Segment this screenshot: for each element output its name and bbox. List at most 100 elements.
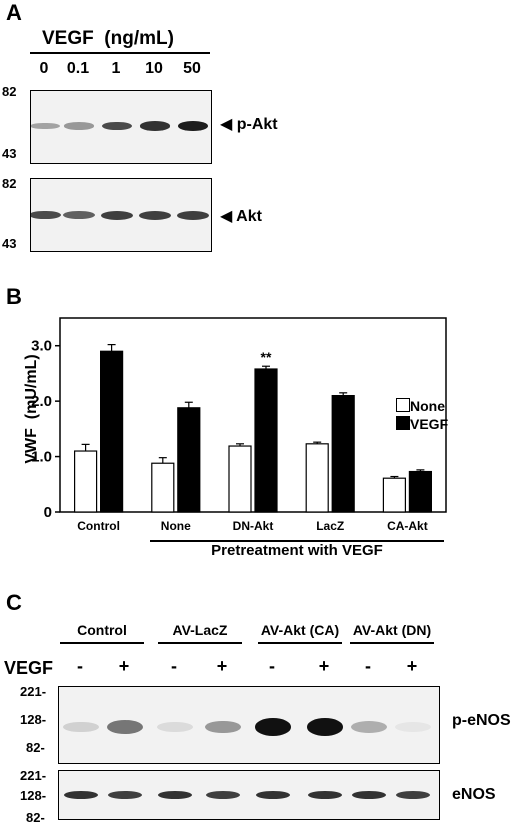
mw-marker-82d: 82- bbox=[26, 810, 45, 825]
x-category-label: Control bbox=[77, 519, 120, 533]
group-label: AV-Akt (CA) bbox=[260, 622, 340, 638]
enos-band bbox=[64, 790, 98, 800]
akt-band bbox=[63, 210, 95, 220]
dose-label: 0.1 bbox=[66, 60, 90, 77]
y-tick-label: 3.0 bbox=[31, 338, 52, 355]
mw-marker-43: 43 bbox=[2, 146, 17, 161]
dose-label: 1 bbox=[111, 60, 121, 77]
enos-band bbox=[256, 790, 290, 800]
enos-blot bbox=[58, 770, 440, 820]
legend-none: None bbox=[396, 398, 445, 414]
p-enos-band bbox=[307, 718, 343, 736]
akt-band bbox=[101, 210, 133, 220]
legend-swatch-none bbox=[396, 398, 410, 412]
p-enos-band bbox=[351, 721, 387, 733]
enos-band bbox=[396, 791, 430, 799]
mw-marker-82: 82 bbox=[2, 84, 17, 99]
bar-vegf bbox=[331, 394, 355, 513]
group-underline bbox=[258, 642, 342, 644]
panel-b-letter: B bbox=[6, 284, 22, 309]
p-enos-band bbox=[157, 721, 193, 733]
p-enos-band bbox=[395, 722, 431, 732]
bar-vegf bbox=[177, 407, 201, 513]
panel-a-letter: A bbox=[6, 0, 22, 25]
y-tick-label: 2.0 bbox=[31, 393, 52, 410]
p-akt-blot bbox=[30, 90, 212, 164]
p-enos-band bbox=[255, 718, 291, 736]
bar-vegf bbox=[408, 470, 432, 513]
pretreatment-label: Pretreatment with VEGF bbox=[211, 542, 383, 559]
mw-marker-221b: 221- bbox=[20, 768, 47, 783]
vwf-bar-chart: 0 1.0 2.0 3.0 Control None DN-Akt LacZ CA-Akt ** bbox=[31, 317, 447, 533]
enos-band bbox=[308, 790, 342, 800]
akt-blot bbox=[30, 178, 212, 252]
akt-band bbox=[139, 210, 171, 220]
legend-swatch-vegf bbox=[396, 416, 410, 430]
vegf-sign: + bbox=[118, 656, 130, 676]
group-underline bbox=[350, 642, 434, 644]
mw-marker-128b: 128- bbox=[20, 788, 47, 803]
vegf-sign: + bbox=[318, 656, 330, 676]
mw-marker-82c: 82- bbox=[26, 740, 45, 755]
akt-band bbox=[177, 210, 209, 220]
p-akt-band bbox=[102, 121, 132, 131]
vegf-sign: - bbox=[365, 656, 371, 676]
vegf-sign: + bbox=[406, 656, 418, 676]
x-category-label: CA-Akt bbox=[387, 519, 428, 533]
group-label: AV-LacZ bbox=[172, 622, 228, 638]
bar-none bbox=[151, 462, 175, 513]
dose-label: 0 bbox=[39, 60, 49, 77]
p-akt-arrow: ◀ p-Akt bbox=[220, 116, 278, 133]
x-category-label: DN-Akt bbox=[233, 519, 274, 533]
dose-label: 10 bbox=[145, 60, 163, 77]
panel-c-letter: C bbox=[6, 590, 22, 615]
legend-none-label: None bbox=[410, 398, 445, 414]
significance-annotation: ** bbox=[261, 349, 272, 365]
p-akt-band bbox=[31, 122, 60, 130]
dose-label: 50 bbox=[183, 60, 201, 77]
p-enos-label: p-eNOS bbox=[452, 712, 511, 729]
p-akt-label: p-Akt bbox=[236, 116, 278, 133]
vegf-dose-header: VEGF (ng/mL) bbox=[42, 28, 174, 49]
group-label: AV-Akt (DN) bbox=[352, 622, 432, 638]
bar-none bbox=[305, 443, 329, 513]
x-category-label: LacZ bbox=[316, 519, 344, 533]
enos-label: eNOS bbox=[452, 786, 496, 803]
mw-marker-128: 128- bbox=[20, 712, 47, 727]
p-enos-band bbox=[205, 720, 241, 734]
legend-vegf: VEGF bbox=[396, 416, 448, 432]
akt-label: Akt bbox=[236, 208, 262, 225]
mw-marker-82b: 82 bbox=[2, 176, 17, 191]
enos-band bbox=[108, 791, 142, 799]
p-akt-band bbox=[178, 121, 208, 131]
vegf-row-label: VEGF bbox=[4, 658, 54, 678]
group-underline bbox=[158, 642, 242, 644]
dose-header-underline bbox=[30, 52, 210, 54]
y-tick-label: 1.0 bbox=[31, 449, 52, 466]
vegf-sign: - bbox=[77, 656, 83, 676]
plot-frame bbox=[59, 317, 447, 513]
enos-band bbox=[352, 790, 386, 800]
vegf-sign: - bbox=[269, 656, 275, 676]
mw-marker-221: 221- bbox=[20, 684, 47, 699]
legend-vegf-label: VEGF bbox=[410, 416, 449, 432]
p-enos-band bbox=[107, 720, 143, 734]
bar-vegf bbox=[254, 368, 278, 513]
enos-band bbox=[158, 790, 192, 800]
akt-arrow: ◀ Akt bbox=[220, 208, 262, 225]
p-akt-band bbox=[64, 122, 94, 130]
mw-marker-43b: 43 bbox=[2, 236, 17, 251]
vegf-sign: - bbox=[171, 656, 177, 676]
bar-vegf bbox=[99, 350, 124, 513]
bar-none bbox=[228, 445, 252, 513]
bar-none bbox=[382, 477, 406, 513]
group-label: Control bbox=[77, 622, 127, 638]
p-enos-blot bbox=[58, 686, 440, 764]
p-akt-band bbox=[140, 121, 170, 131]
enos-band bbox=[206, 791, 240, 799]
akt-band bbox=[31, 210, 61, 220]
x-category-label: None bbox=[161, 519, 191, 533]
pretreatment-bracket bbox=[150, 540, 444, 542]
y-tick-label: 0 bbox=[44, 504, 52, 521]
bar-none bbox=[73, 450, 98, 513]
